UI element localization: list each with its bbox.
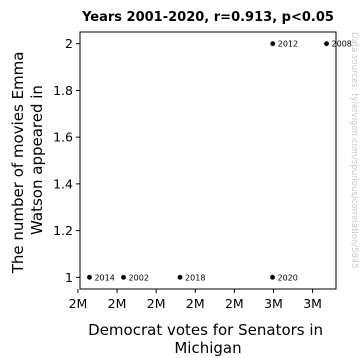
y-tick-label: 1.4: [53, 176, 73, 191]
y-tick-label: 1.2: [53, 223, 73, 238]
y-tick-label: 2: [65, 36, 73, 51]
x-tick-label: 2M: [186, 296, 205, 311]
data-point: [87, 274, 92, 280]
y-axis: 1 1.2 1.4 1.6 1.8 2: [53, 36, 80, 285]
data-point: [121, 274, 126, 280]
data-point: [177, 274, 183, 280]
data-point: [324, 41, 329, 47]
data-point-label: 2012: [278, 40, 298, 49]
plot-area: [79, 31, 337, 290]
data-point-label: 2020: [278, 273, 298, 282]
x-tick-label: 2M: [108, 296, 127, 311]
y-axis-label-line-1: The number of movies Emma: [9, 52, 27, 275]
x-tick-label: 3M: [303, 296, 322, 311]
data-point-label: 2018: [185, 273, 205, 282]
x-axis-label: Democrat votes for Senators in Michigan: [88, 321, 328, 357]
data-points: 2014 2002 2020 2018 2012 2008: [87, 40, 352, 282]
y-tick-label: 1: [65, 270, 73, 285]
data-point: [270, 274, 275, 280]
x-axis-label-line-2: Michigan: [174, 339, 241, 357]
x-axis: 2M 2M 2M 2M 2M 3M 3M: [69, 289, 322, 311]
x-tick-label: 2M: [225, 296, 244, 311]
y-tick-label: 1.8: [53, 83, 73, 98]
x-tick-label: 3M: [264, 296, 283, 311]
data-point-label: 2008: [332, 40, 352, 49]
chart-title: Years 2001-2020, r=0.913, p<0.05: [81, 10, 334, 25]
data-point: [270, 41, 276, 47]
data-point-label: 2014: [94, 273, 114, 282]
data-point-label: 2002: [129, 273, 149, 282]
x-tick-label: 2M: [69, 296, 88, 311]
watermark-text: Data sources: tylervigen.com/spurious/co…: [349, 32, 359, 269]
y-axis-label: The number of movies Emma Watson appeare…: [9, 47, 46, 275]
x-tick-label: 2M: [147, 296, 166, 311]
y-axis-label-line-2: Watson appeared in: [28, 85, 46, 235]
x-axis-label-line-1: Democrat votes for Senators in: [88, 321, 323, 339]
y-tick-label: 1.6: [53, 130, 73, 145]
